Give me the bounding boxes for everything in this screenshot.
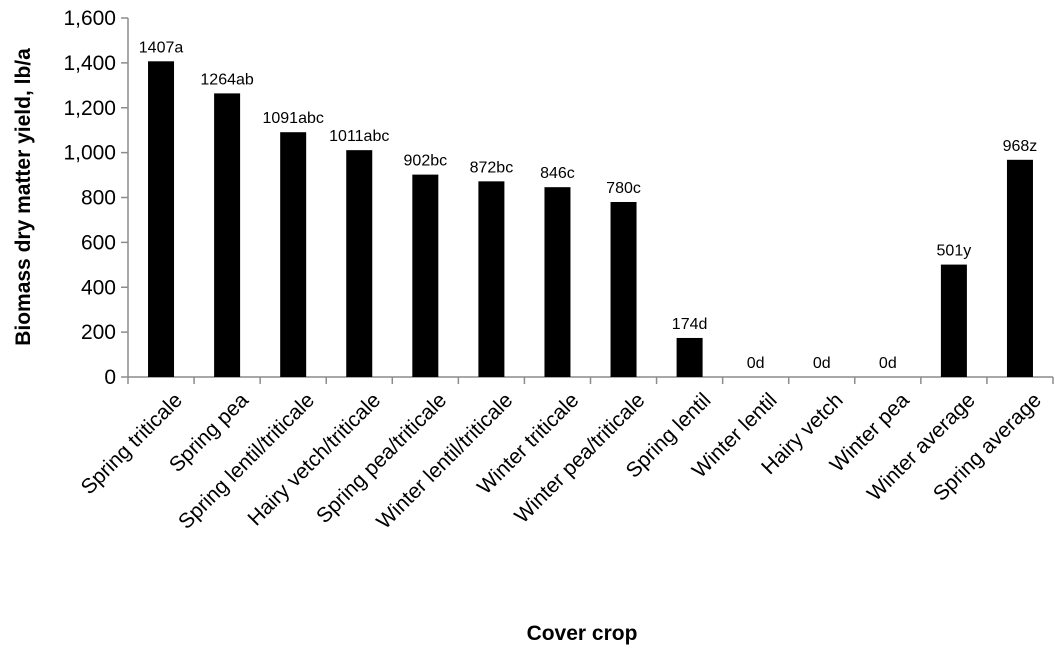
x-axis-title: Cover crop	[527, 622, 638, 645]
data-label: 1011abc	[329, 128, 389, 145]
data-label: 1264ab	[200, 71, 253, 88]
data-label: 902bc	[404, 153, 448, 170]
data-label: 1091abc	[262, 110, 323, 127]
y-tick-label: 1,600	[63, 7, 116, 30]
y-tick-label: 400	[81, 276, 116, 299]
data-label: 968z	[1003, 138, 1038, 155]
data-label: 501y	[937, 243, 972, 260]
data-label: 0d	[879, 355, 897, 372]
data-labels: 1407a 1264ab 1091abc 1011abc 902bc 872bc 846c 7…	[139, 39, 1038, 372]
y-tick-label: 800	[81, 187, 116, 210]
bar	[280, 132, 307, 377]
y-tick-label: 200	[81, 321, 116, 344]
y-tick-label: 0	[104, 366, 116, 389]
y-axis: 0 200 400 600 800 1,000 1,200 1,400 1,600	[63, 7, 129, 389]
category-label: Spring triticale	[77, 389, 187, 499]
bar	[148, 61, 175, 377]
bar	[214, 93, 241, 377]
data-label: 0d	[813, 355, 831, 372]
y-tick-label: 1,200	[63, 97, 116, 120]
y-tick-label: 1,400	[63, 52, 116, 75]
data-label: 1407a	[139, 39, 184, 56]
x-axis	[127, 376, 1054, 384]
y-tick-label: 600	[81, 231, 116, 254]
bar	[610, 201, 637, 377]
data-label: 174d	[672, 316, 708, 333]
bar	[412, 174, 439, 377]
y-tick-label: 1,000	[63, 142, 116, 165]
bar	[676, 337, 703, 377]
y-axis-title: Biomass dry matter yield, lb/a	[12, 48, 35, 346]
bar	[478, 181, 505, 377]
bars	[148, 61, 1033, 377]
data-label: 0d	[747, 355, 765, 372]
data-label: 846c	[540, 165, 575, 182]
bar	[544, 187, 571, 377]
data-label: 780c	[606, 180, 641, 197]
data-label: 872bc	[470, 159, 514, 176]
bar	[346, 150, 373, 377]
bar	[1006, 159, 1033, 377]
bar	[940, 264, 967, 377]
